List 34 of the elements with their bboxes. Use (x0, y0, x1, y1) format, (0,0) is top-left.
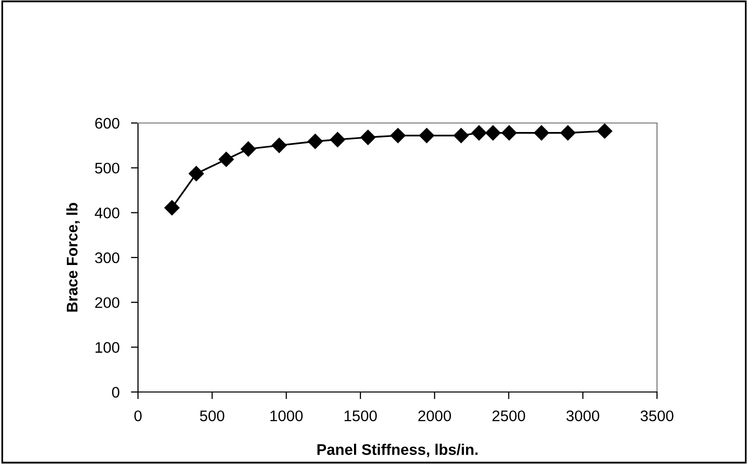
point (164, 200, 180, 216)
point (360, 130, 376, 145)
x-tick-label: 3000 (566, 410, 600, 422)
x-axis-title: Panel Stiffness, lbs/in. (317, 444, 478, 458)
y-tick-label: 200 (95, 297, 120, 308)
point (419, 128, 434, 144)
point (330, 132, 346, 148)
point (471, 125, 487, 140)
x-tick-label: 2500 (492, 410, 526, 422)
y-axis-title: Brace Force, lb (66, 202, 80, 312)
point (188, 166, 204, 182)
point (454, 128, 469, 144)
x-tick-label: 3500 (640, 410, 674, 422)
point (560, 125, 576, 140)
point (240, 141, 256, 157)
point (502, 125, 517, 140)
y-tick-label: 500 (95, 162, 120, 174)
x-tick-label: 2000 (418, 410, 451, 422)
y-tick-label: 100 (96, 342, 120, 353)
y-tick-label: 600 (95, 118, 120, 129)
y-tick-label: 0 (112, 386, 120, 398)
point (534, 125, 550, 140)
point (390, 128, 406, 144)
x-tick-label: 500 (200, 410, 224, 422)
point (272, 138, 287, 153)
y-tick-label: 400 (94, 208, 120, 218)
x-tick-label: 1000 (270, 410, 303, 422)
x-tick-label: 0 (134, 410, 142, 422)
y-tick-label: 300 (95, 252, 120, 264)
point (597, 124, 612, 139)
x-tick-label: 1500 (344, 410, 377, 422)
point (308, 134, 323, 149)
point (485, 125, 501, 140)
point (218, 152, 234, 167)
